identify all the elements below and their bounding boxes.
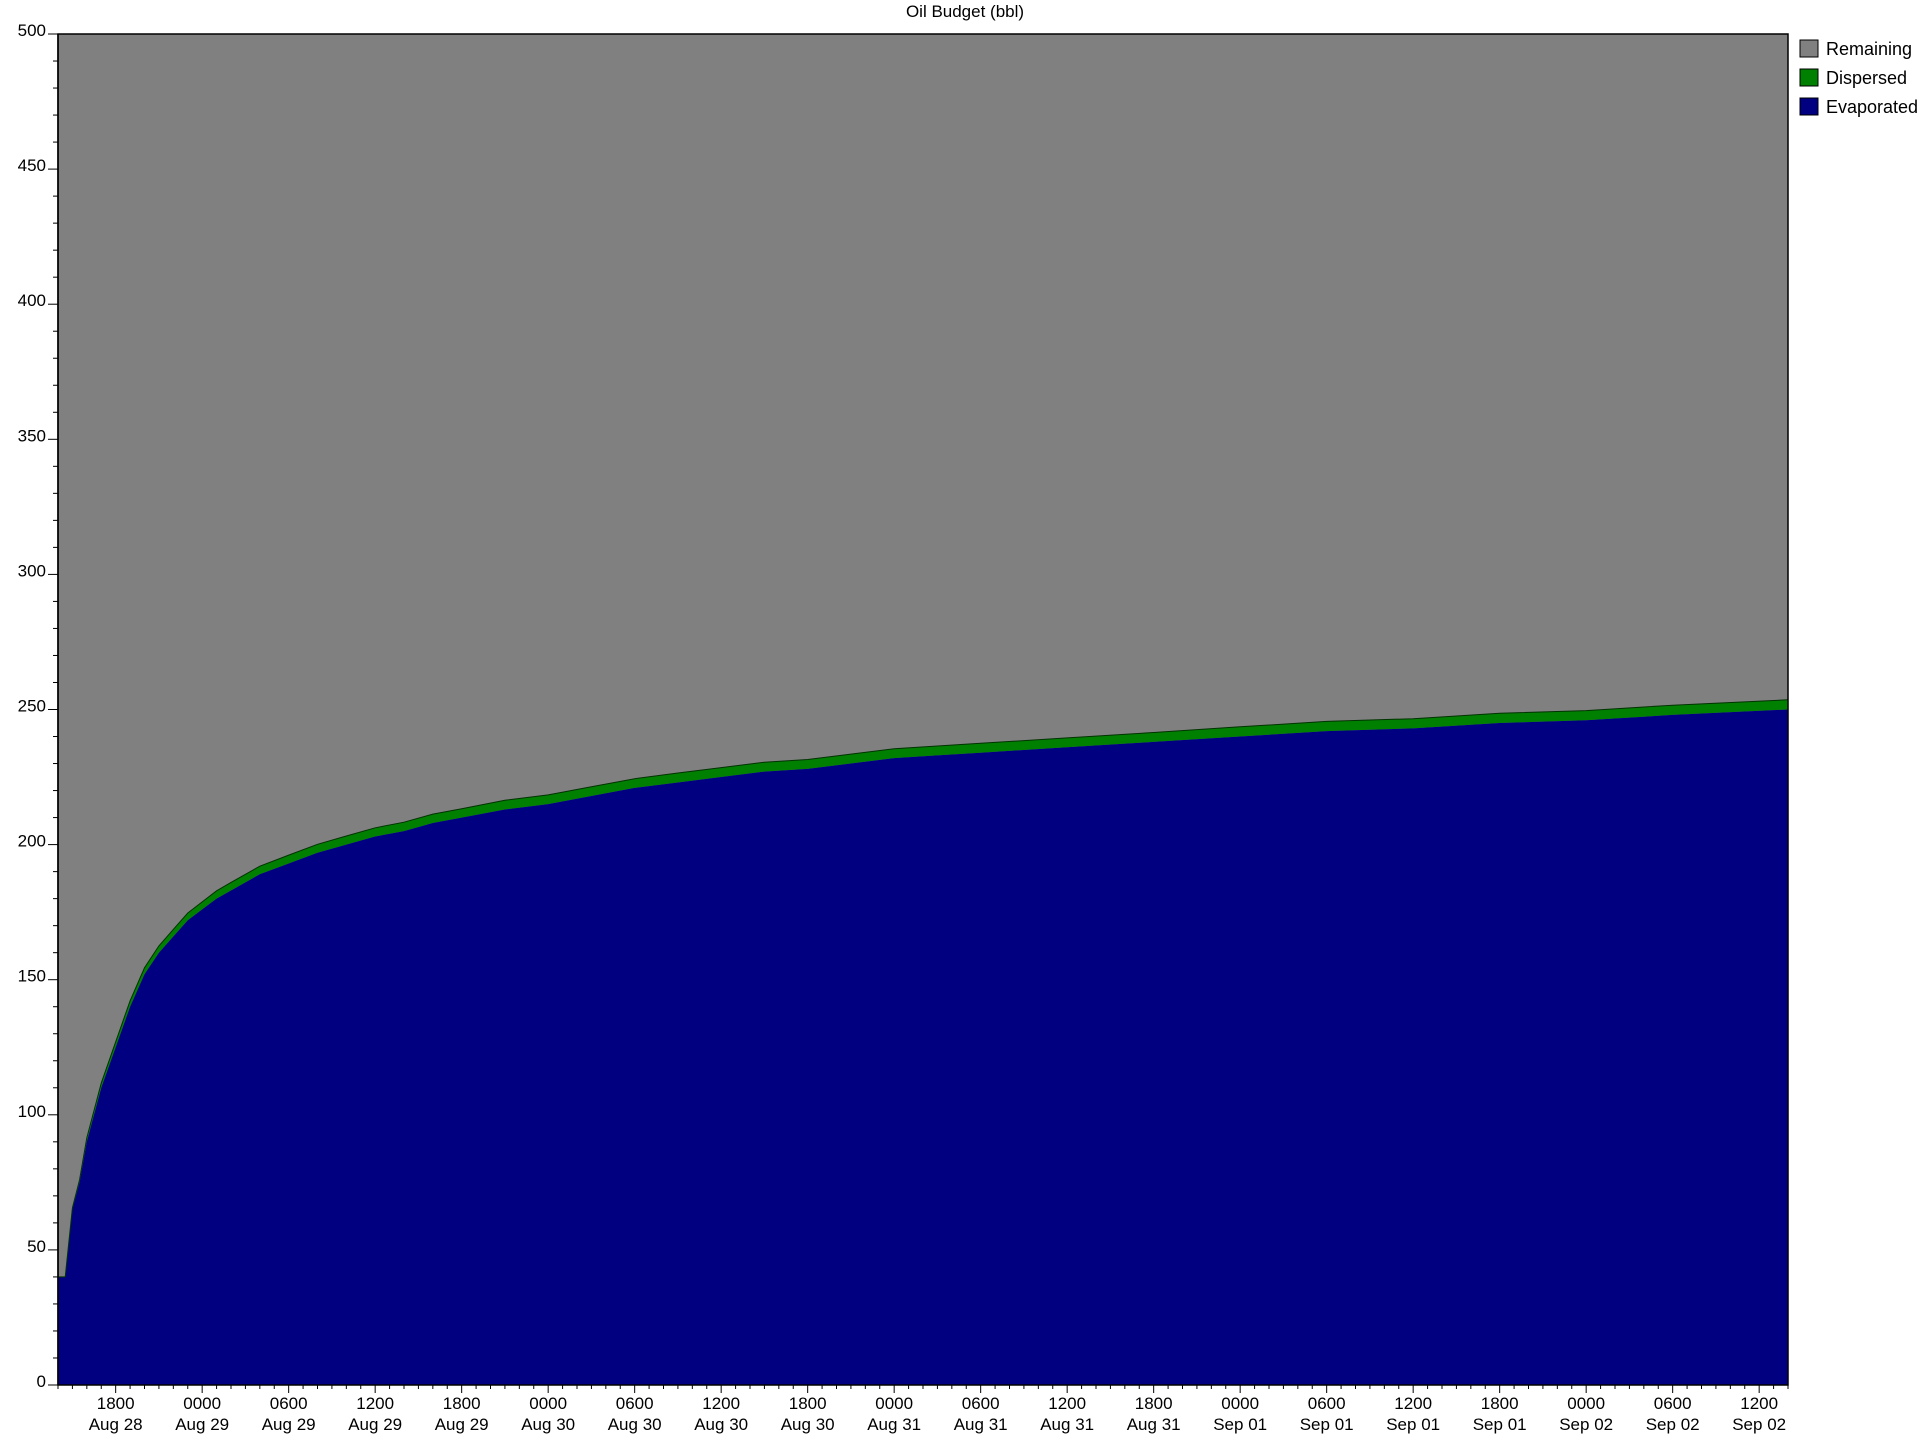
x-tick-date-label: Aug 29 [348,1415,402,1434]
x-tick-time-label: 1800 [789,1394,827,1413]
y-tick-label: 450 [18,156,46,175]
x-tick-time-label: 1200 [702,1394,740,1413]
x-tick-date-label: Sep 02 [1646,1415,1700,1434]
legend-label: Evaporated [1826,97,1918,117]
x-tick-date-label: Aug 29 [175,1415,229,1434]
x-tick-time-label: 0000 [1567,1394,1605,1413]
y-tick-label: 50 [27,1237,46,1256]
x-axis: 1800 Aug 28 0000 Aug 29 0600 Aug 29 1200 Aug 29… [57,1385,1789,1434]
y-tick-label: 150 [18,967,46,986]
y-tick-label: 350 [18,426,46,445]
x-tick-time-label: 1800 [443,1394,481,1413]
x-tick-time-label: 0600 [962,1394,1000,1413]
y-tick-label: 250 [18,697,46,716]
chart-title: Oil Budget (bbl) [906,2,1024,21]
x-tick-date-label: Aug 29 [435,1415,489,1434]
x-tick-date-label: Sep 02 [1732,1415,1786,1434]
x-tick-time-label: 1800 [1481,1394,1519,1413]
x-tick-time-label: 1200 [1048,1394,1086,1413]
y-tick-label: 400 [18,291,46,310]
y-tick-label: 300 [18,561,46,580]
legend: Remaining Dispersed Evaporated [1799,39,1918,117]
x-tick-time-label: 0600 [1308,1394,1346,1413]
x-tick-date-label: Aug 31 [867,1415,921,1434]
dispersed-edge-line [58,699,1789,1278]
legend-swatch [1799,97,1819,116]
plot-area [57,33,1789,1386]
x-tick-date-label: Sep 01 [1386,1415,1440,1434]
y-axis: 0 50 100 150 200 250 300 350 400 450 500 [18,21,59,1391]
legend-swatch [1799,68,1819,87]
x-tick-date-label: Aug 31 [954,1415,1008,1434]
x-tick-time-label: 1200 [1394,1394,1432,1413]
x-tick-time-label: 0000 [875,1394,913,1413]
x-tick-time-label: 0000 [529,1394,567,1413]
x-tick-date-label: Aug 31 [1040,1415,1094,1434]
x-tick-time-label: 0600 [1654,1394,1692,1413]
x-tick-time-label: 1200 [1740,1394,1778,1413]
x-tick-date-label: Aug 29 [262,1415,316,1434]
x-tick-time-label: 1200 [356,1394,394,1413]
x-tick-time-label: 0600 [616,1394,654,1413]
x-tick-date-label: Sep 01 [1473,1415,1527,1434]
x-tick-time-label: 0600 [270,1394,308,1413]
x-tick-time-label: 0000 [1221,1394,1259,1413]
x-tick-date-label: Sep 02 [1559,1415,1613,1434]
x-tick-date-label: Aug 31 [1127,1415,1181,1434]
x-tick-date-label: Sep 01 [1213,1415,1267,1434]
x-tick-time-label: 0000 [183,1394,221,1413]
legend-label: Remaining [1826,39,1912,59]
y-tick-label: 100 [18,1102,46,1121]
y-tick-label: 0 [37,1372,46,1391]
x-tick-date-label: Aug 28 [89,1415,143,1434]
legend-swatch [1799,39,1819,58]
x-tick-date-label: Sep 01 [1300,1415,1354,1434]
x-tick-date-label: Aug 30 [608,1415,662,1434]
x-tick-date-label: Aug 30 [521,1415,575,1434]
legend-label: Dispersed [1826,68,1907,88]
x-tick-time-label: 1800 [1135,1394,1173,1413]
y-tick-label: 200 [18,832,46,851]
x-tick-time-label: 1800 [97,1394,135,1413]
x-tick-date-label: Aug 30 [694,1415,748,1434]
x-tick-date-label: Aug 30 [781,1415,835,1434]
area-evaporated [58,709,1788,1385]
y-tick-label: 500 [18,21,46,40]
